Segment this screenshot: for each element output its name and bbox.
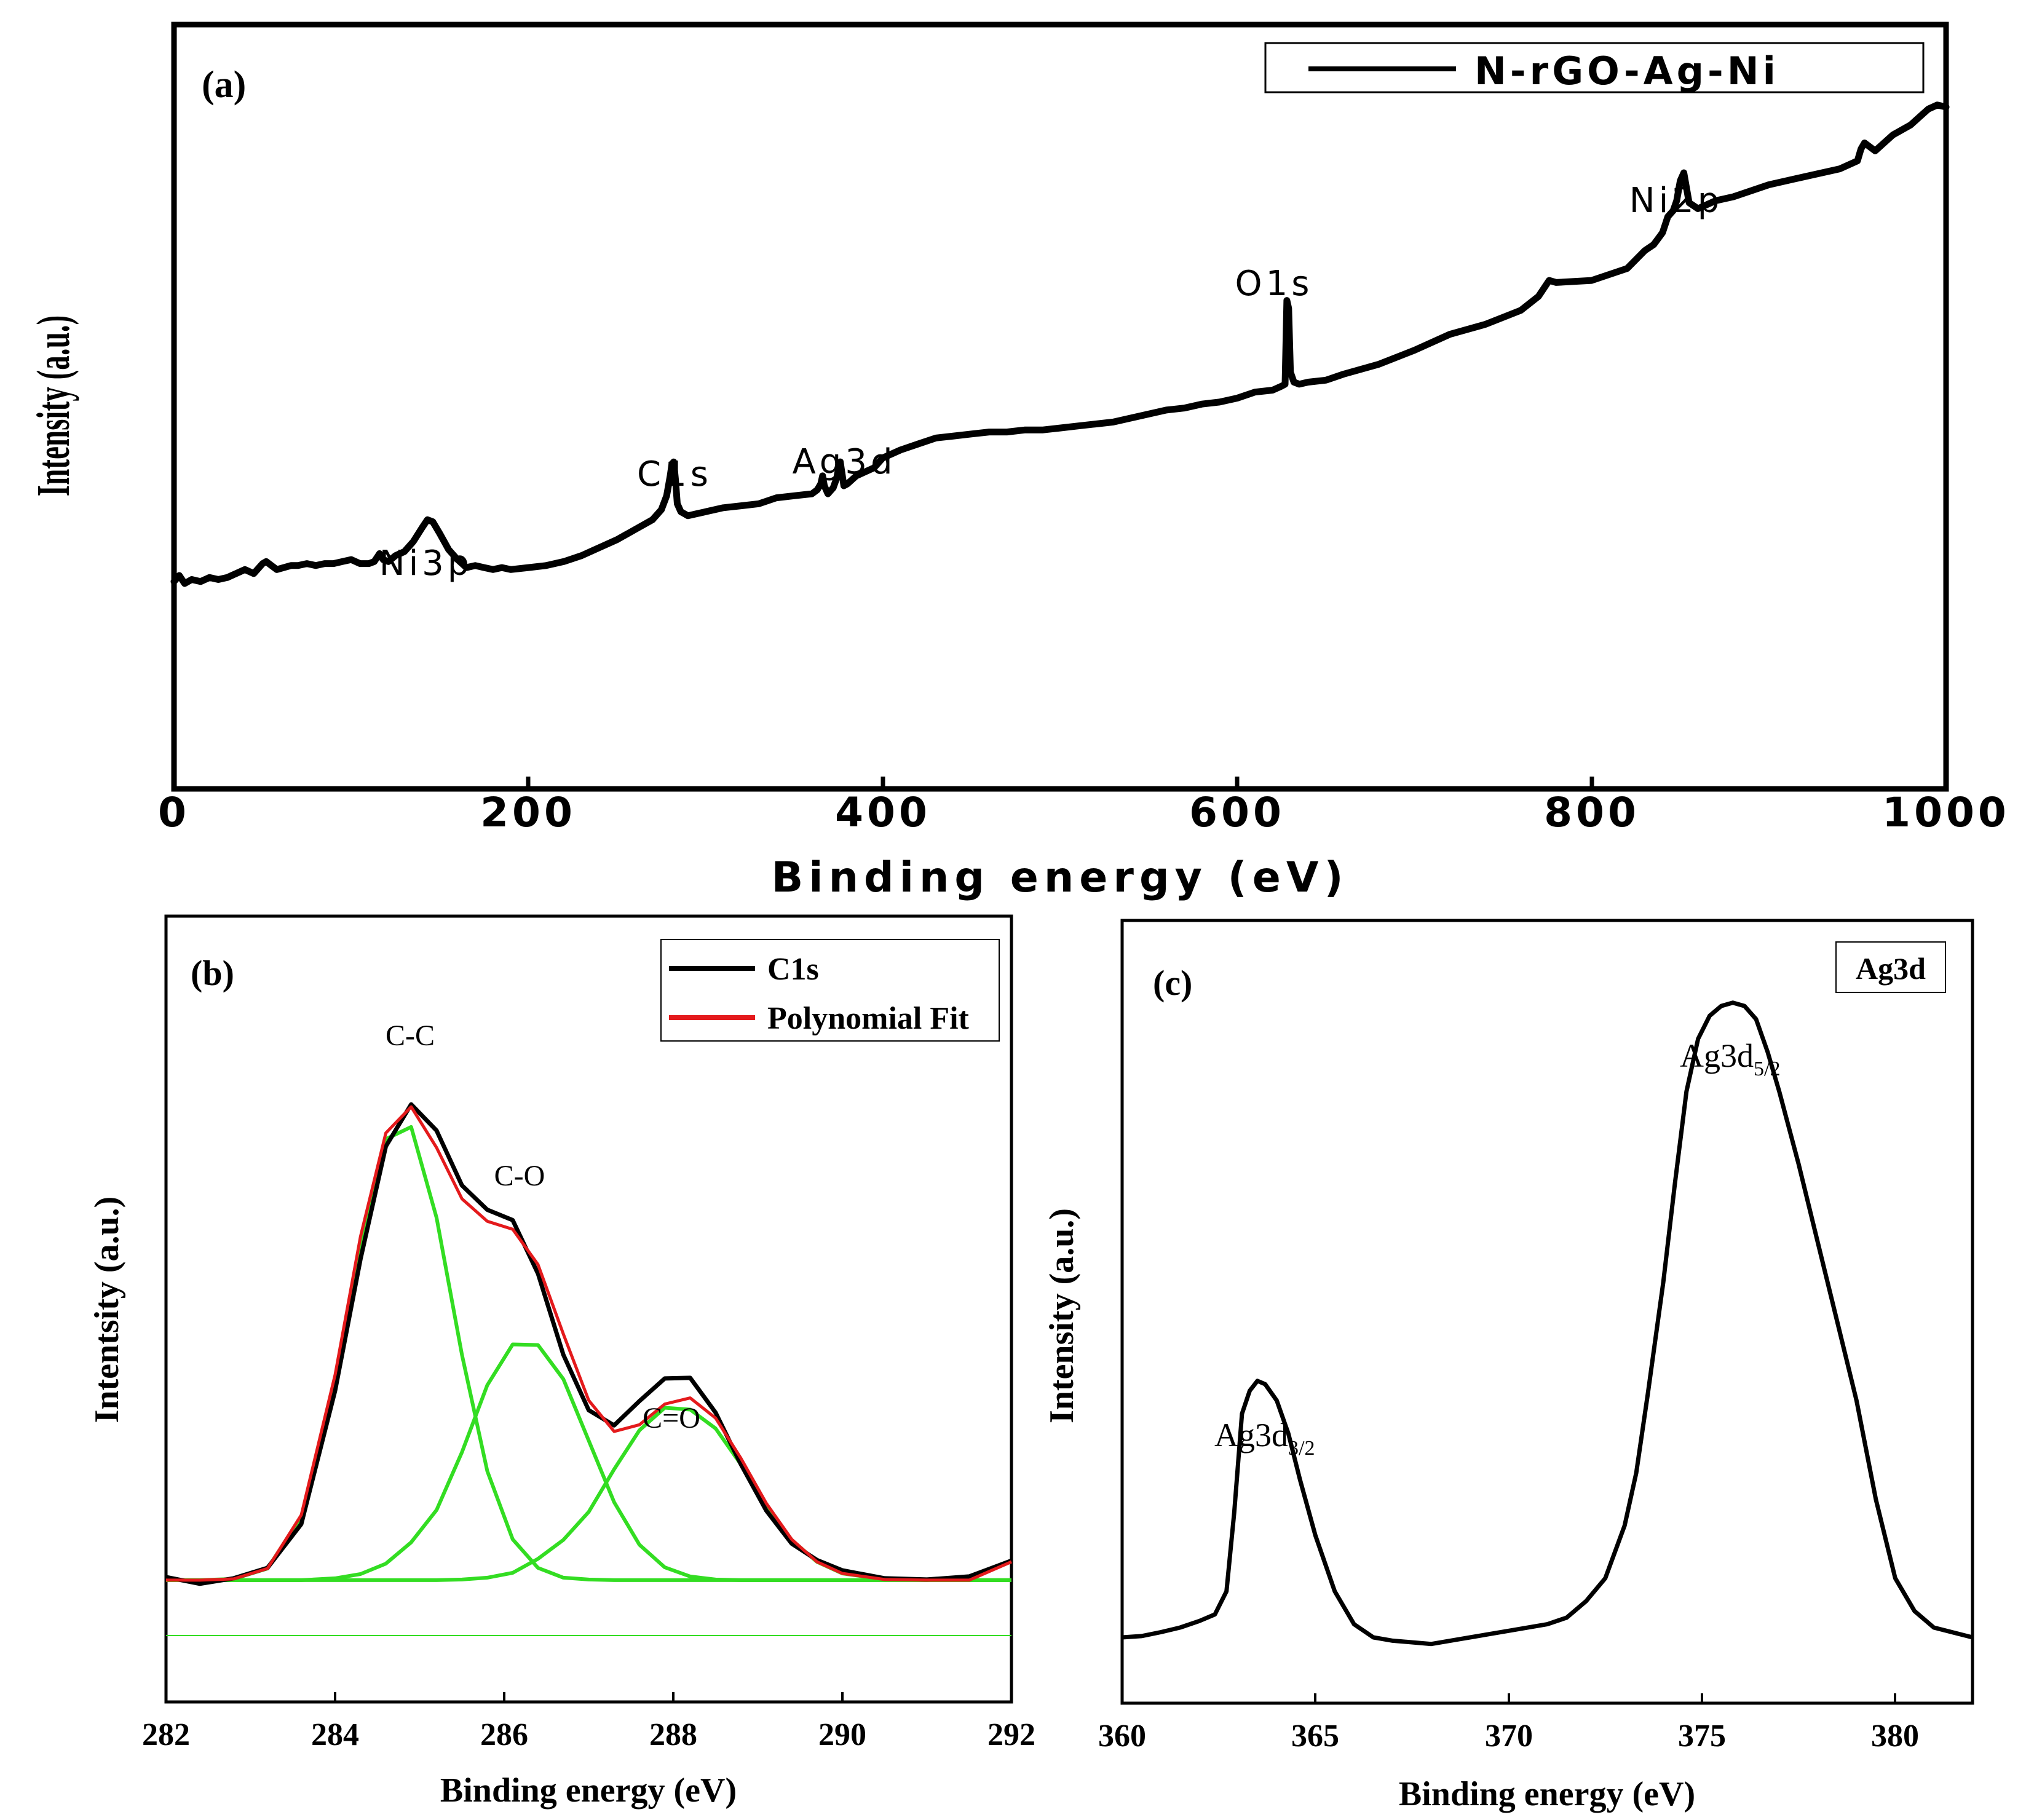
panel-b-tick-label-282: 282 [142,1717,190,1752]
panel-c-series-line [1122,1000,1973,1647]
panel-a-label: (a) [202,64,246,106]
panel-a-peak-o1s: O1s [1235,264,1313,304]
panel-b-series-c1s [165,1102,1013,1586]
panel-b-x-axis-label: Binding energy (eV) [440,1771,737,1810]
panel-a-tick-label-600: 600 [1189,789,1285,836]
panel-c-tick-label-360: 360 [1098,1719,1146,1754]
panel-c-tick-label-375: 375 [1678,1719,1726,1754]
panel-a-tick-label-1000: 1000 [1882,789,2010,836]
panel-b-peak-c-double-o: C=O [643,1402,700,1434]
panel-a-tick-label-0: 0 [158,789,190,836]
panel-c-y-axis-label: Intensity (a.u.) [1043,1208,1081,1423]
panel-a-legend-label: N-rGO-Ag-Ni [1474,49,1779,93]
panel-b-series-fit [166,1105,1012,1582]
panel-c-legend: Ag3d [1835,941,1946,993]
panel-a-peak-ni2p: Ni2p [1629,181,1723,221]
panel-a-series-line [170,101,1950,587]
panel-c-peak-ag3d-32: Ag3d3/2 [1214,1417,1315,1460]
panel-c: 360 365 370 375 380 Binding energy (eV) … [1043,919,1974,1813]
panel-b-tick-label-284: 284 [311,1717,359,1752]
panel-c-tick-label-380: 380 [1871,1719,1919,1754]
panel-b-peak-cc: C-C [386,1019,435,1052]
panel-a-y-axis-label: Intensity (a.u.) [28,315,79,496]
panel-b: 282 284 286 288 290 292 Binding energy (… [88,914,1035,1810]
panel-b-legend-fit-label: Polynomial Fit [767,1001,970,1036]
panel-c-frame [1120,919,1974,1705]
panel-b-tick-label-286: 286 [480,1717,528,1752]
panel-a-tick-label-400: 400 [835,789,931,836]
panel-a-tick-label-200: 200 [480,789,576,836]
panel-a: 0 200 400 600 800 1000 Binding energy (e… [28,22,2010,902]
panel-a-legend: N-rGO-Ag-Ni [1264,42,1925,93]
panel-a-peak-c1s: C1s [637,454,712,494]
panel-b-legend-box [660,939,1000,1042]
panel-b-tick-label-288: 288 [649,1717,697,1752]
panel-c-label: (c) [1153,963,1192,1003]
panel-c-peak-ag3d-32-sub: 3/2 [1288,1437,1315,1460]
panel-c-tick-label-365: 365 [1291,1719,1339,1754]
panel-c-ticks [1121,1693,1896,1703]
panel-a-peak-ni3p: Ni3p [379,544,473,584]
panel-c-peak-ag3d-32-main: Ag3d [1214,1417,1288,1454]
panel-b-peak-co: C-O [494,1160,545,1192]
panel-a-tick-label-800: 800 [1544,789,1640,836]
panel-c-peak-ag3d-52-sub: 5/2 [1754,1058,1780,1080]
panel-b-component-co [166,1342,1011,1582]
panel-b-ticks [165,1692,1013,1702]
panel-b-tick-label-290: 290 [818,1717,866,1752]
panel-c-peak-ag3d-52-main: Ag3d [1680,1037,1754,1074]
panel-c-legend-box [1835,941,1946,993]
panel-a-peak-labels: Ni3p C1s Ag3d O1s Ni2p [379,181,1723,584]
panel-b-legend: C1s Polynomial Fit [660,939,1000,1042]
panel-a-peak-ag3d: Ag3d [792,442,896,482]
panel-a-ticks [172,777,1949,789]
panel-a-frame [171,22,1949,792]
panel-b-legend-c1s-label: C1s [767,952,819,987]
panel-c-tick-label-370: 370 [1485,1719,1533,1754]
panel-b-frame [164,914,1013,1704]
panel-b-peak-labels: C-C C-O C=O [386,1019,700,1434]
panel-c-legend-label: Ag3d [1856,951,1926,986]
panel-b-y-axis-label: Intentsity (a.u.) [88,1197,126,1423]
panel-b-tick-label-292: 292 [987,1717,1035,1752]
panel-c-peak-ag3d-52: Ag3d5/2 [1680,1037,1780,1080]
panel-c-x-axis-label: Binding energy (eV) [1399,1775,1695,1813]
panel-a-x-axis-label: Binding energy (eV) [771,853,1348,902]
panel-b-label: (b) [191,953,234,993]
panel-b-component-c-double-o [166,1406,1011,1582]
